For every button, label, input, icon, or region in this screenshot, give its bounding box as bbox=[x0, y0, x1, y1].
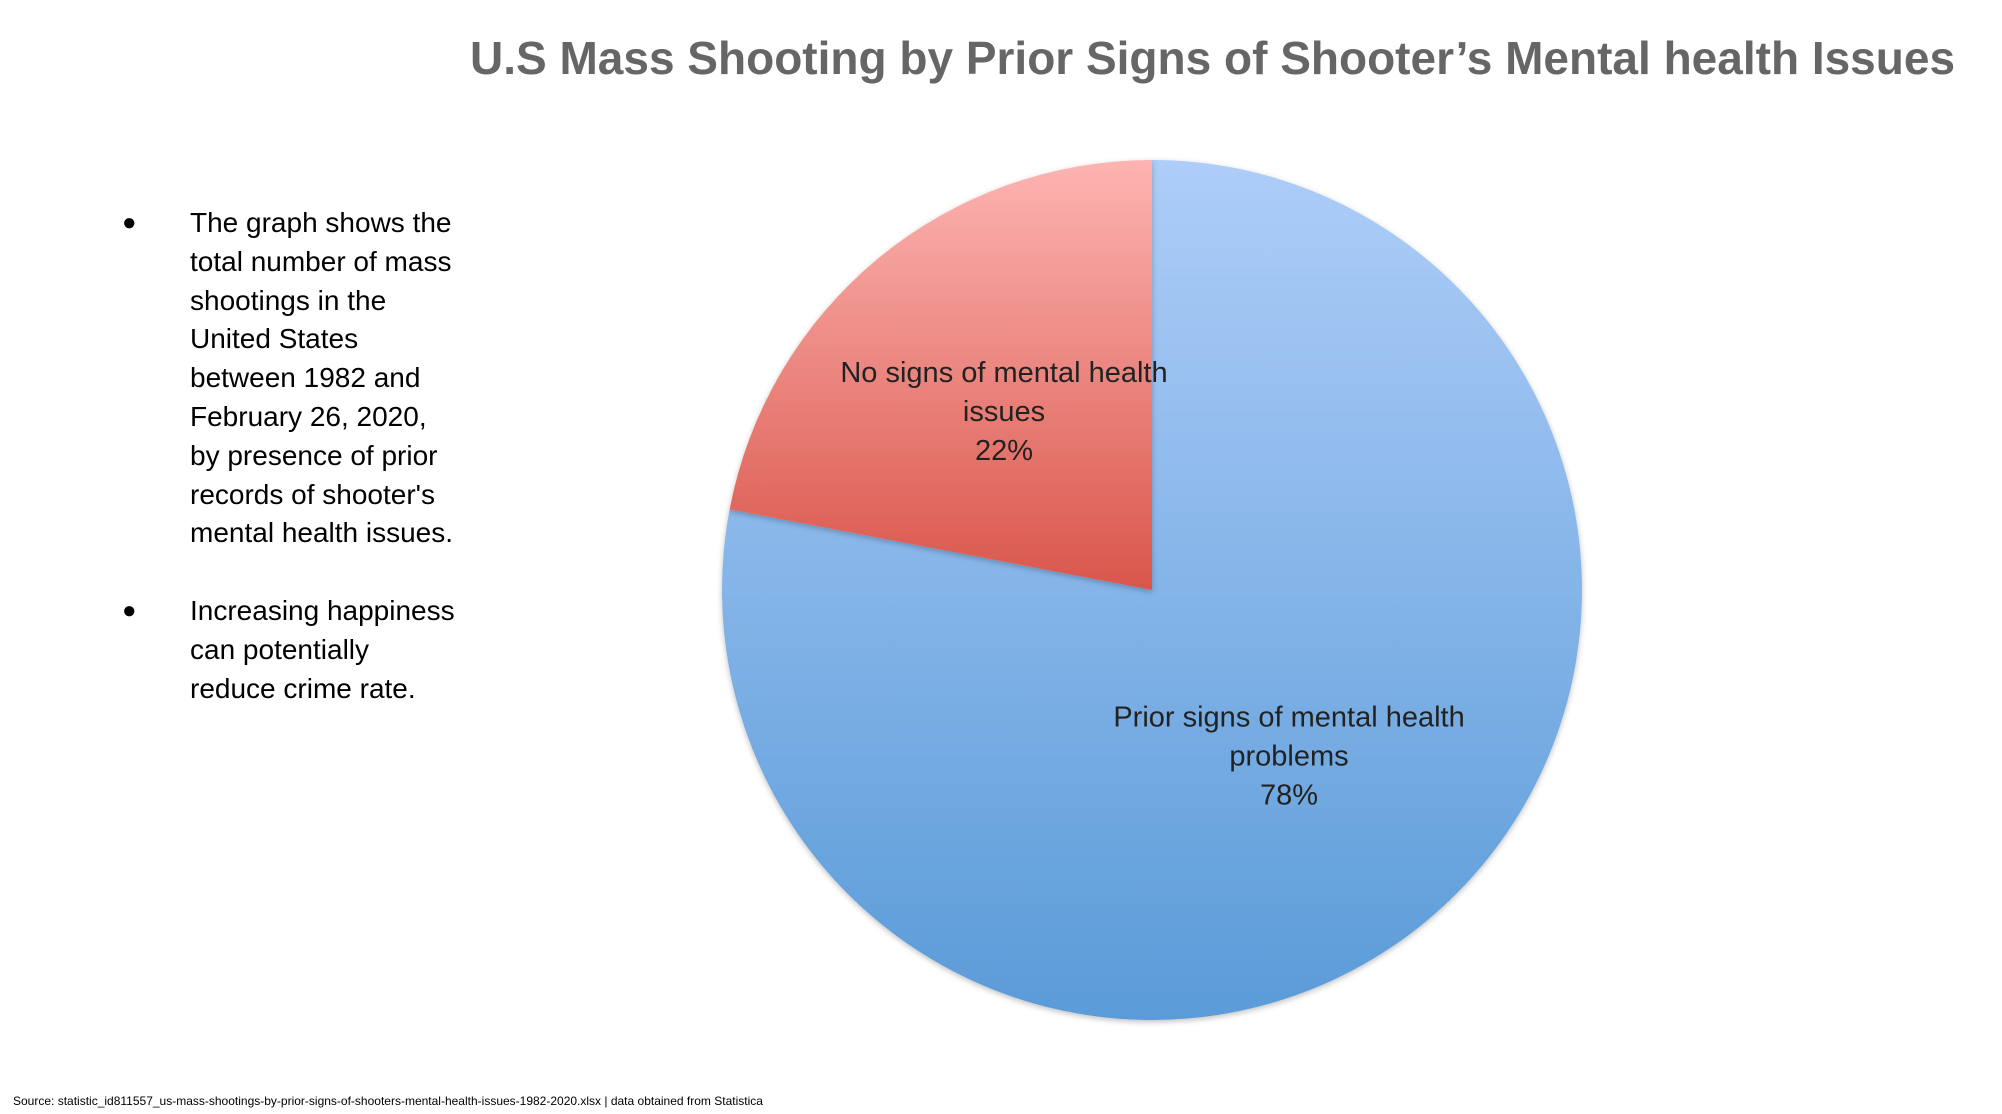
bullet-list: ● The graph shows the total number of ma… bbox=[118, 204, 458, 747]
bullet-item: ● The graph shows the total number of ma… bbox=[118, 204, 458, 553]
bullet-dot-icon: ● bbox=[122, 596, 137, 624]
bullet-dot-icon: ● bbox=[122, 209, 137, 236]
slice-value-label: 78% bbox=[1260, 780, 1318, 812]
slice-value-label: 22% bbox=[975, 435, 1033, 467]
bullet-text: Increasing happiness can potentially red… bbox=[190, 594, 455, 704]
slide-title: U.S Mass Shooting by Prior Signs of Shoo… bbox=[470, 32, 1956, 84]
pie-slice bbox=[729, 160, 1152, 590]
slice-category-label: No signs of mental health bbox=[840, 357, 1167, 389]
slice-category-label: Prior signs of mental health bbox=[1113, 702, 1464, 734]
pie-chart: Prior signs of mental health problems 78% N… bbox=[700, 130, 1600, 1050]
bullet-item: ● Increasing happiness can potentially r… bbox=[118, 592, 458, 708]
pie-chart-svg: Prior signs of mental health problems 78% N… bbox=[722, 160, 1582, 1020]
slice-category-label: issues bbox=[963, 396, 1045, 428]
source-note: Source: statistic_id811557_us-mass-shoot… bbox=[13, 1094, 763, 1108]
bullet-text: The graph shows the total number of mass… bbox=[190, 207, 454, 549]
slice-category-label: problems bbox=[1229, 741, 1348, 773]
